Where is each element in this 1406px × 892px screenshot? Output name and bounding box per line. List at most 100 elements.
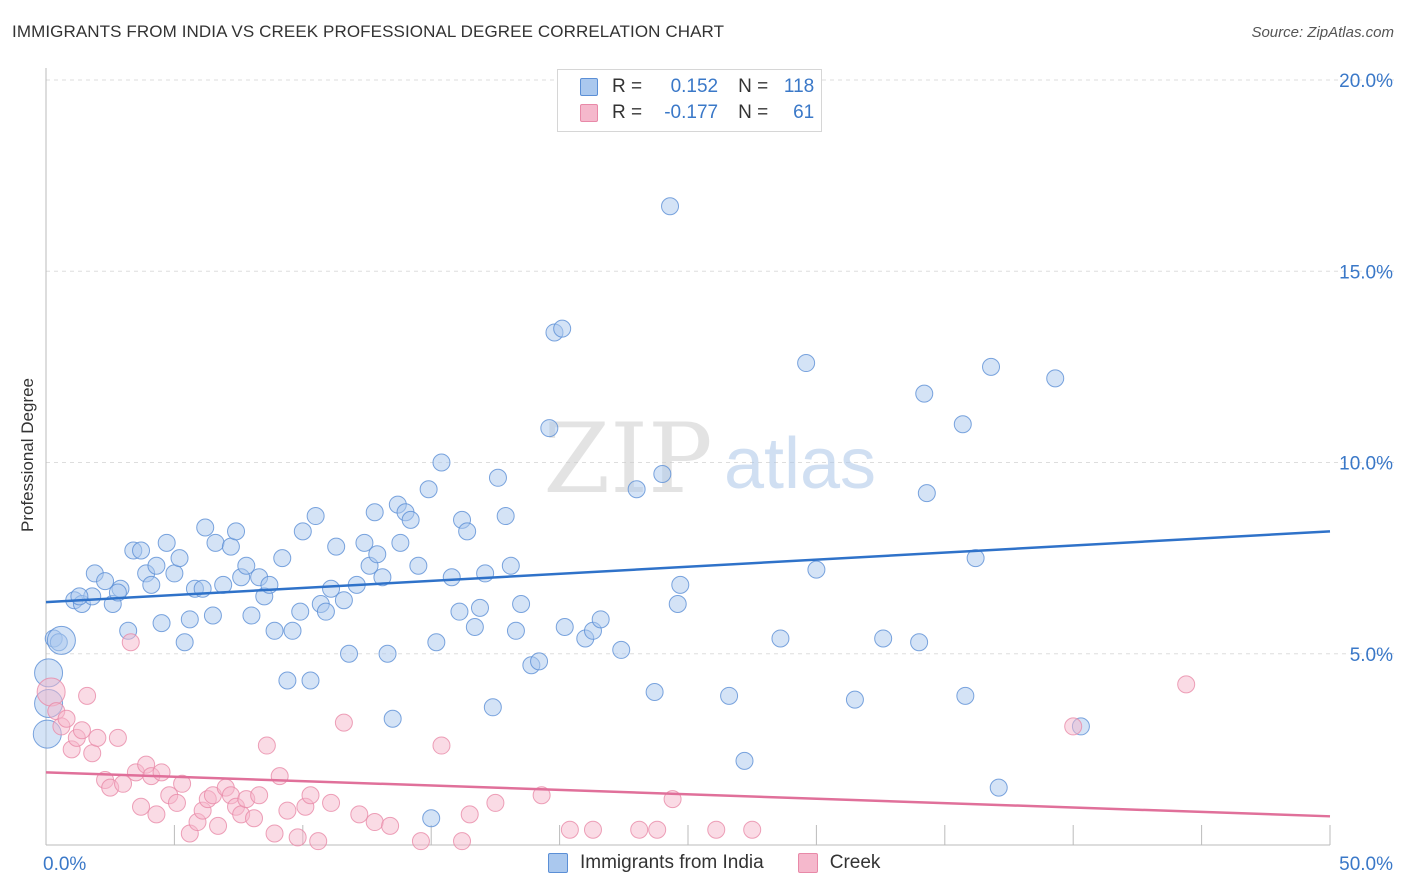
data-point [309,832,328,851]
legend-row-india: R = 0.152 N = 118 [580,74,814,100]
data-point [301,786,320,805]
data-point [273,549,292,568]
data-point [465,617,484,636]
data-point [368,545,387,564]
x-tick-label: 0.0% [43,854,86,875]
data-point [553,319,572,338]
data-point [306,507,325,526]
data-point [966,549,985,568]
watermark-zip: ZIP [543,403,712,515]
x-tick-labels: 0.0% 50.0% [43,854,1393,875]
data-point [378,644,397,663]
data-point [365,503,384,522]
data-point [645,683,664,701]
legend-n-label: N = [738,76,769,97]
data-point [653,464,672,483]
data-point [257,736,276,755]
data-point [165,564,184,583]
legend-swatch-blue [548,853,568,873]
data-point [460,805,479,824]
x-tick-label: 50.0% [1339,854,1393,875]
data-point [36,677,66,707]
correlation-legend: R = 0.152 N = 118 R = -0.177 N = 61 [557,69,822,132]
data-point [147,805,166,824]
data-point [401,510,420,529]
data-point [152,614,171,633]
data-point [250,786,269,805]
data-point [917,484,936,503]
y-tick-labels: 5.0% 10.0% 15.0% 20.0% [1339,71,1393,666]
data-point [627,480,646,499]
data-point [496,507,515,526]
data-point [648,820,667,839]
legend-n-value: 118 [783,76,815,97]
data-point [383,709,402,728]
data-point [167,793,186,812]
series-legend: Immigrants from India Creek [548,852,914,874]
y-tick-label: 5.0% [1350,645,1393,666]
data-point [555,617,574,636]
data-point [175,633,194,652]
data-point [327,537,346,556]
y-tick-label: 20.0% [1339,71,1393,92]
data-point [283,621,302,640]
data-point [956,686,975,705]
data-point [391,533,410,552]
data-point [132,541,151,560]
data-point [506,621,525,640]
data-point [237,556,256,575]
y-tick-label: 15.0% [1339,262,1393,283]
data-point [591,610,610,629]
data-point [72,721,91,740]
data-point [470,598,489,617]
data-point [322,579,341,598]
data-point [560,820,579,839]
data-point [152,763,171,782]
legend-item-india: Immigrants from India [548,852,764,874]
data-point [322,793,341,812]
chart-source: Source: ZipAtlas.com [1251,24,1394,41]
trend-line-india [45,530,1331,604]
data-point [989,778,1008,797]
data-point [532,786,551,805]
data-point [432,453,451,472]
data-point [316,602,335,621]
data-point [142,575,161,594]
data-point [630,820,649,839]
legend-item-creek: Creek [797,852,881,874]
data-point [78,686,97,705]
data-point [57,709,76,728]
data-point [671,575,690,594]
data-point [83,744,102,763]
chart-title: IMMIGRANTS FROM INDIA VS CREEK PROFESSIO… [12,22,725,41]
legend-swatch-pink [797,853,818,873]
data-point [807,560,826,579]
watermark: ZIP atlas [543,403,876,515]
data-point [70,587,89,606]
data-point [355,533,374,552]
data-point [432,736,451,755]
data-point [458,522,477,541]
data-point [483,698,502,717]
series-immigrants-from-india [32,197,1090,828]
data-point [227,522,246,541]
data-point [612,640,631,659]
watermark-atlas: atlas [724,424,876,504]
legend-r-value: 0.152 [670,76,719,97]
data-point [108,728,127,747]
legend-n-label: N = [738,102,769,123]
data-point [707,820,726,839]
data-point [196,518,215,537]
data-point [735,751,754,770]
data-point [422,809,441,828]
data-point [173,774,192,793]
data-point [147,556,166,575]
legend-row-creek: R = -0.177 N = 61 [580,100,814,126]
data-point [242,606,261,625]
data-point [910,633,929,652]
legend-r-label: R = [612,76,643,97]
data-point [720,686,739,705]
legend-label-creek: Creek [829,852,881,873]
data-point [132,797,151,816]
data-point [427,633,446,652]
